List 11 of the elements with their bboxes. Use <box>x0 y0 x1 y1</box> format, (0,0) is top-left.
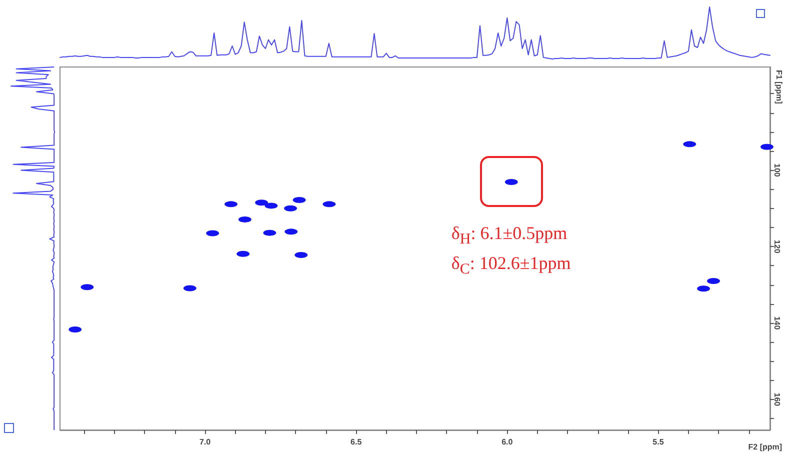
y-tick-label: 140 <box>772 316 782 330</box>
y-tick-label: 160 <box>772 392 782 407</box>
x-axis-title: F2 [ppm] <box>748 442 782 452</box>
y-tick-label: 120 <box>772 240 782 254</box>
annotation: δ$_{H}$: 6.1±0.5ppm δ$_{C}$: 102.6±1ppm <box>451 222 571 280</box>
y-tick-label: 100 <box>772 163 782 178</box>
x-tick-label: 7.0 <box>199 438 212 446</box>
x-tick-label: 6.0 <box>502 438 514 446</box>
x-tick-label: 5.5 <box>652 438 664 446</box>
x-tick-label: 6.5 <box>350 438 362 446</box>
y-axis-title: F1 [ppm] <box>774 70 784 104</box>
